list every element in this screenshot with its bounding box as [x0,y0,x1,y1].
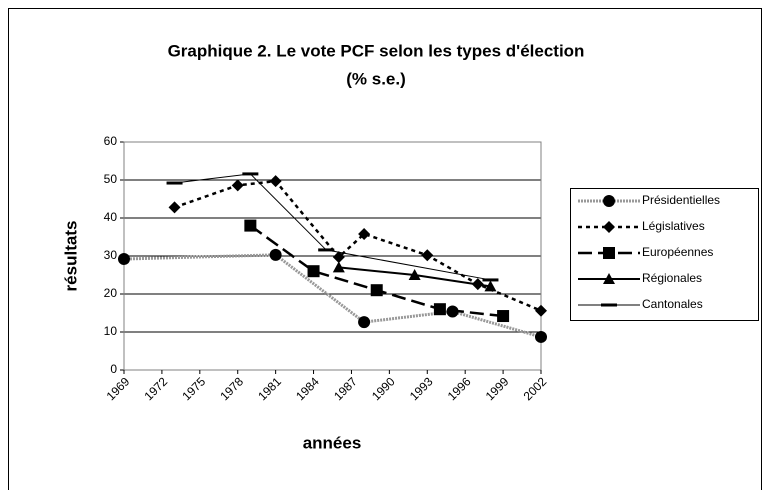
legend-label: Régionales [642,271,702,285]
legend-label: Européennes [642,245,713,259]
y-tick-label: 40 [104,210,118,224]
legend-box [570,188,759,321]
marker [168,201,181,214]
y-tick-label: 10 [104,324,118,338]
legend-label: Législatives [642,219,705,233]
marker [482,278,499,282]
legend-label: Cantonales [642,297,703,311]
marker [307,265,320,278]
y-tick-label: 20 [104,286,118,300]
y-tick-label: 60 [104,134,118,148]
y-tick-label: 30 [104,248,118,262]
marker [332,261,345,273]
marker [231,179,244,192]
marker [358,227,371,240]
marker [269,248,282,261]
legend-label: Présidentielles [642,193,720,207]
chart-subtitle: (% s.e.) [346,69,406,88]
series-line [174,179,542,312]
y-tick-label: 0 [110,362,117,376]
marker [484,280,497,292]
marker [242,172,259,176]
marker [269,175,282,188]
marker [497,310,510,323]
legend-marker [603,247,615,259]
marker [244,219,257,232]
y-tick-label: 50 [104,172,118,186]
marker [166,181,183,185]
legend-marker [603,273,615,284]
marker [433,303,446,316]
legend-marker [603,195,615,207]
marker [370,284,383,297]
marker [332,251,345,264]
marker [358,316,371,329]
marker [535,304,547,317]
y-axis-label: résultats [61,221,80,292]
legend-marker [603,221,615,233]
chart-title: Graphique 2. Le vote PCF selon les types… [168,41,585,60]
marker [408,269,421,280]
legend-marker [601,303,617,307]
marker [535,330,547,343]
marker [118,253,130,266]
x-axis-label: années [303,433,362,452]
marker [421,249,434,262]
series-line [174,173,491,281]
marker [318,248,335,252]
